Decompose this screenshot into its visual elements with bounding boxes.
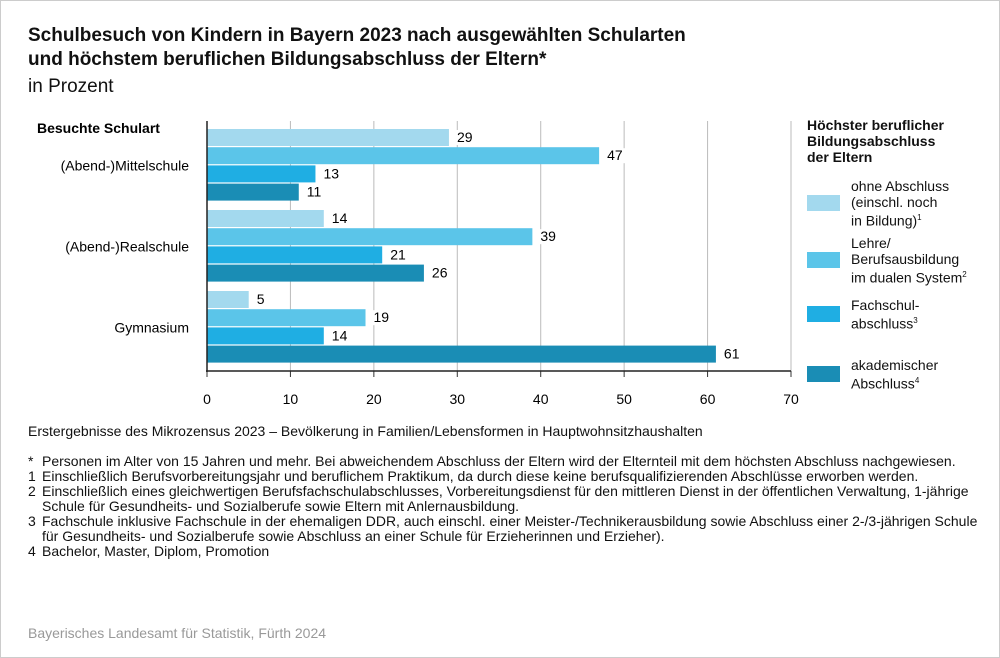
data-label-bg	[300, 184, 327, 200]
legend-title-line: der Eltern	[807, 149, 873, 165]
footnote: 3 Fachschule inklusive Fachschule in der …	[28, 514, 978, 544]
x-tick-label: 50	[616, 391, 632, 407]
legend-swatch	[807, 306, 840, 323]
legend-label: ohne Abschluss (einschl. noch in Bildung)1	[851, 178, 950, 229]
footnote-key: 2	[28, 483, 36, 499]
data-label-bg	[601, 148, 628, 164]
data-label: 13	[323, 165, 339, 181]
data-label-bg	[317, 166, 344, 182]
x-tick-label: 30	[449, 391, 465, 407]
legend-label: akademischer Abschluss4	[851, 357, 939, 392]
legend-label: Fachschul-abschluss3	[851, 297, 920, 332]
data-label: 47	[607, 147, 623, 163]
footnotes: * Personen im Alter von 15 Jahren und meh…	[28, 454, 978, 559]
x-tick-label: 40	[533, 391, 549, 407]
data-label-bg	[717, 346, 744, 362]
footnote-text: Bachelor, Master, Diplom, Promotion	[42, 543, 270, 559]
x-tick-label: 10	[283, 391, 299, 407]
data-label-bg	[325, 328, 352, 344]
category-axis-title: Besuchte Schulart	[37, 120, 160, 136]
legend-title: Höchster beruflicher Bildungsabschluss d…	[807, 117, 944, 165]
data-label-bg	[325, 211, 352, 226]
source-note: Erstergebnisse des Mikrozensus 2023 – Be…	[28, 423, 703, 439]
bar	[207, 345, 716, 363]
category-label: Gymnasium	[114, 319, 189, 335]
bar	[207, 129, 449, 146]
bar	[207, 183, 299, 201]
footnote: 1 Einschließlich Berufsvorbereitungsjahr …	[28, 469, 978, 484]
x-tick-label: 60	[700, 391, 716, 407]
legend-item: akademischer Abschluss4	[807, 357, 938, 392]
data-label-bg	[250, 292, 269, 307]
data-label: 39	[540, 228, 556, 244]
bar	[207, 246, 383, 264]
footnote-key: 3	[28, 513, 36, 529]
bar	[207, 147, 600, 165]
footnote: * Personen im Alter von 15 Jahren und meh…	[28, 454, 978, 469]
bar-chart: 0 10 20 30 40 50 60 70 Besuchte Schulart (Abend-)…	[37, 120, 799, 407]
legend-item: ohne Abschluss (einschl. noch in Bildung)1	[807, 178, 949, 229]
footnote-key: 1	[28, 468, 36, 484]
legend-title-line: Höchster beruflicher	[807, 117, 944, 133]
data-label-bg	[384, 247, 411, 263]
data-label: 19	[374, 309, 390, 325]
footnote-key: *	[28, 453, 34, 469]
x-tick-label: 20	[366, 391, 382, 407]
category-label: (Abend-)Mittelschule	[61, 157, 190, 173]
data-label: 11	[307, 184, 322, 200]
data-label-bg	[450, 130, 477, 145]
data-label-bg	[425, 265, 452, 281]
bar	[207, 327, 324, 345]
x-tick-label: 70	[783, 391, 799, 407]
data-label: 14	[332, 327, 348, 343]
data-label-bg	[367, 310, 394, 326]
footnote: 4 Bachelor, Master, Diplom, Promotion	[28, 544, 978, 559]
data-label: 61	[724, 346, 740, 362]
data-label-bg	[534, 229, 561, 245]
legend-item: Fachschul-abschluss3	[807, 297, 919, 332]
chart-title: Schulbesuch von Kindern in Bayern 2023 n…	[28, 24, 686, 72]
bar	[207, 291, 249, 308]
footnote: 2 Einschließlich eines gleichwertigen Ber…	[28, 484, 978, 514]
bar	[207, 264, 424, 282]
data-label: 14	[332, 210, 348, 226]
bar	[207, 309, 366, 327]
bar	[207, 210, 324, 227]
legend-swatch	[807, 366, 840, 383]
bar	[207, 165, 316, 183]
data-label: 26	[432, 265, 448, 281]
legend-title-line: Bildungsabschluss	[807, 133, 936, 149]
footnote-text: Personen im Alter von 15 Jahren und mehr…	[42, 453, 956, 469]
credit: Bayerisches Landesamt für Statistik, Für…	[28, 625, 327, 641]
title-line-1: Schulbesuch von Kindern in Bayern 2023 n…	[28, 25, 686, 46]
data-label: 21	[390, 246, 406, 262]
x-tick-label: 0	[203, 391, 211, 407]
legend-item: Lehre/Berufsausbildung im dualen System2	[807, 235, 967, 286]
footnote-text: Einschließlich Berufsvorbereitungsjahr u…	[42, 468, 919, 484]
footnote-text: Fachschule inklusive Fachschule in der e…	[42, 513, 978, 544]
data-label: 29	[457, 129, 473, 145]
legend-swatch	[807, 252, 840, 269]
footnote-key: 4	[28, 543, 36, 559]
title-line-2: und höchstem beruflichen Bildungsabschlu…	[28, 49, 547, 70]
footnote-text: Einschließlich eines gleichwertigen Beru…	[42, 483, 969, 514]
legend-swatch	[807, 195, 840, 212]
bar	[207, 228, 533, 246]
legend-label: Lehre/Berufsausbildung im dualen System2	[851, 235, 967, 286]
chart-subtitle: in Prozent	[28, 76, 114, 97]
category-label: (Abend-)Realschule	[65, 238, 189, 254]
data-label: 5	[257, 291, 265, 307]
